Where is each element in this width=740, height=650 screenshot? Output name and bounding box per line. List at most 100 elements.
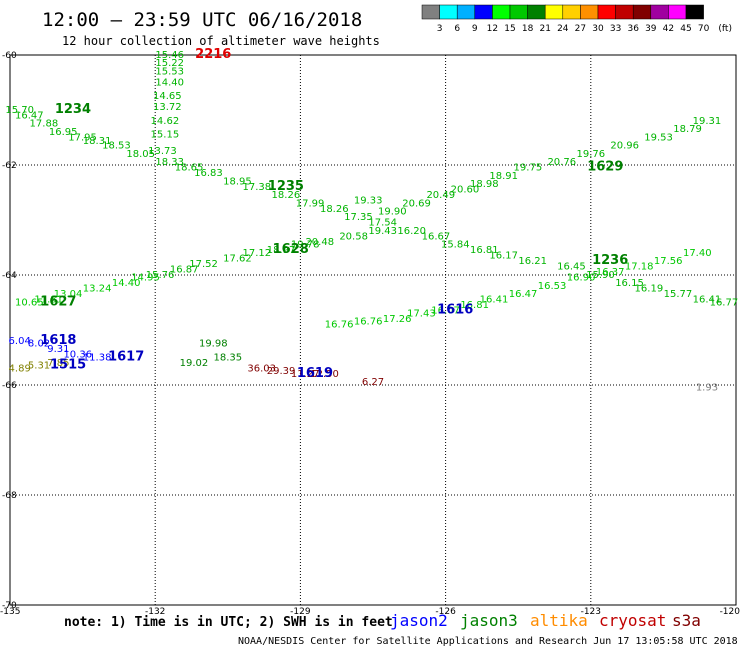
swh-point: 17.52	[189, 259, 218, 270]
swh-point: 16.41	[693, 295, 722, 306]
pass-label: 1235	[268, 179, 304, 194]
legend-label: 39	[645, 24, 657, 34]
swh-point: 11.38	[83, 352, 112, 363]
swh-point: 15.15	[151, 130, 180, 141]
swh-point: 18.31	[83, 136, 112, 147]
pass-label: 1628	[273, 242, 309, 257]
swh-point: 1.93	[696, 383, 718, 394]
swh-point: 15.84	[441, 240, 470, 251]
swh-point: 15.53	[155, 66, 184, 77]
y-tick-label: -66	[2, 381, 17, 391]
swh-point: 19.75	[514, 163, 543, 174]
pass-label: 1515	[50, 358, 86, 373]
swh-point: 16.81	[460, 300, 489, 311]
swh-point: 16.76	[354, 317, 383, 328]
y-tick-label: -64	[2, 271, 17, 281]
swh-point: 18.97	[267, 245, 296, 256]
swh-point: 18.53	[102, 141, 131, 152]
swh-point: 15.77	[664, 289, 693, 300]
legend-swatch	[474, 4, 493, 20]
pass-labels: 2216 1234 1235 1628 1629 1236 1627 1616 1618 1515…	[40, 47, 628, 381]
swh-point: 18.65	[175, 163, 204, 174]
swh-point: 17.40	[683, 248, 712, 259]
legend-label: 42	[663, 24, 674, 34]
y-tick-label: -70	[2, 601, 17, 611]
swh-point: 36.03	[247, 363, 276, 374]
legend-label: 21	[539, 24, 550, 34]
legend-swatch	[632, 4, 652, 20]
swh-point: 15.90	[586, 270, 615, 281]
swh-point: 13.04	[54, 289, 83, 300]
x-tick-label: -129	[290, 607, 311, 617]
x-tick-label: -120	[720, 607, 740, 617]
legend-label: 70	[698, 24, 710, 34]
swh-point: 16.90	[567, 273, 596, 284]
satellite-name-cryosat: cryosat	[599, 611, 666, 630]
satellite-name-jason3: jason3	[460, 611, 518, 630]
swh-point: 11.27	[291, 369, 320, 380]
pass-label: 1627	[40, 294, 76, 309]
swh-point: 16.15	[615, 278, 644, 289]
satellite-name-jason2: jason2	[390, 611, 448, 630]
x-tick-label: -126	[435, 607, 456, 617]
swh-point: 18.26	[320, 204, 349, 215]
swh-point: 14.95	[131, 273, 160, 284]
legend-label: 30	[592, 24, 604, 34]
swh-point: 18.98	[470, 179, 499, 190]
swh-point: 17.56	[654, 256, 683, 267]
pass-label: 1618	[40, 333, 76, 348]
legend-swatch	[544, 4, 564, 20]
swh-point: 16.45	[557, 262, 586, 273]
legend-swatch	[456, 4, 476, 20]
swh-point: 17.38	[243, 182, 272, 193]
swh-point: 15.70	[5, 105, 34, 116]
swh-point: 19.76	[576, 149, 605, 160]
swh-point: 16.47	[15, 110, 44, 121]
swh-point: 17.12	[243, 248, 272, 259]
legend-label: 18	[522, 24, 534, 34]
swh-point: 17.43	[407, 308, 436, 319]
swh-point: 16.77	[710, 297, 739, 308]
swh-point: 17.88	[30, 119, 59, 130]
legend-label: 36	[627, 24, 639, 34]
swh-point: 17.95	[68, 132, 97, 143]
swh-point: 18.33	[155, 157, 184, 168]
legend-swatch	[597, 4, 616, 20]
swh-point: 6.04	[9, 336, 31, 347]
swh-point: 16.41	[480, 295, 509, 306]
satellite-name-altika: altika	[530, 611, 588, 630]
legend-label: 24	[557, 24, 569, 34]
swh-point: 18.35	[213, 352, 242, 363]
swh-point: 15.22	[155, 58, 184, 69]
swh-point: 17.26	[383, 314, 412, 325]
y-tick-label: -68	[2, 491, 17, 501]
y-tick-label: -60	[2, 51, 17, 61]
gridlines	[10, 55, 736, 605]
pass-label: 1234	[55, 102, 91, 117]
legend-label: 6	[454, 24, 460, 34]
legend-swatch	[527, 4, 546, 20]
swh-point: 14.62	[151, 116, 180, 127]
legend-label: 3	[437, 24, 443, 34]
x-tick-label: -135	[0, 607, 20, 617]
color-scale-legend: 3 6 9 12 15 18 21 24 27 30 33 36 39 42 45 70 (ft)	[421, 4, 732, 34]
legend-swatch	[650, 4, 669, 20]
pass-label: 1617	[108, 349, 144, 364]
swh-point: 16.47	[509, 289, 538, 300]
swh-point: 20.69	[402, 198, 431, 209]
legend-swatch	[439, 4, 458, 20]
legend-label: 33	[610, 24, 621, 34]
legend-label: 9	[472, 24, 478, 34]
swh-point: 16.67	[422, 231, 451, 242]
swh-point: 16.76	[325, 319, 354, 330]
swh-point: 19.90	[378, 207, 407, 218]
swh-points: 15.7016.4717.8816.9517.9518.3118.5318.05…	[5, 50, 738, 394]
swh-point: 20.96	[610, 141, 639, 152]
swh-point: 18.26	[272, 190, 301, 201]
legend-swatch	[562, 4, 581, 20]
swh-point: 14.40	[155, 77, 184, 88]
swh-point: 16.20	[397, 226, 426, 237]
swh-point: 19.53	[644, 132, 673, 143]
legend-label: 12	[487, 24, 498, 34]
swh-point: 13.24	[83, 284, 112, 295]
